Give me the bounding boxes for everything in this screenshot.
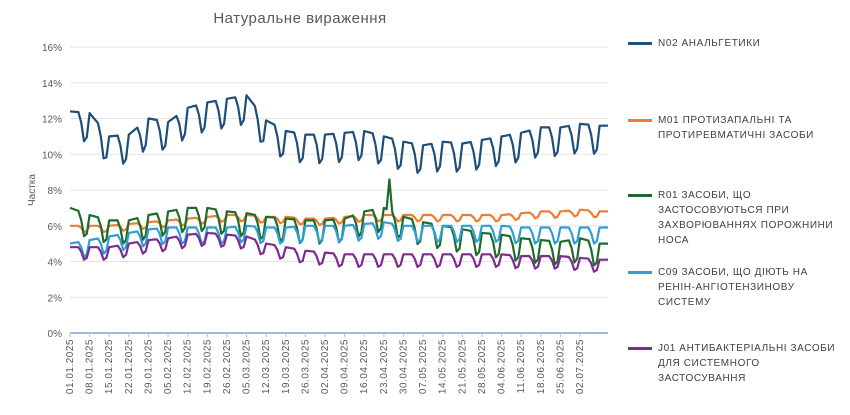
x-tick-label: 23.04.2025 xyxy=(379,339,390,394)
x-tick-label: 25.06.2025 xyxy=(555,339,566,394)
x-tick-label: 05.03.2025 xyxy=(242,339,253,394)
y-tick-label: 10% xyxy=(42,150,62,161)
x-tick-label: 08.01.2025 xyxy=(85,339,96,394)
x-tick-label: 16.04.2025 xyxy=(359,339,370,394)
series-line-c09 xyxy=(69,221,608,259)
legend-label: C09 ЗАСОБИ, ЩО ДІЮТЬ НА РЕНІН-АНГІОТЕНЗИ… xyxy=(658,267,808,308)
x-tick-label: 09.04.2025 xyxy=(340,339,351,394)
series-line-j01 xyxy=(70,231,608,273)
y-tick-label: 14% xyxy=(42,79,62,90)
x-tick-label: 02.07.2025 xyxy=(575,339,586,394)
x-tick-label: 12.03.2025 xyxy=(261,339,272,394)
x-tick-label: 30.04.2025 xyxy=(398,339,409,394)
x-tick-label: 04.06.2025 xyxy=(497,339,508,394)
x-tick-label: 19.02.2025 xyxy=(202,339,213,394)
x-tick-label: 02.04.2025 xyxy=(320,339,331,394)
x-tick-label: 01.01.2025 xyxy=(65,339,76,394)
x-tick-label: 14.05.2025 xyxy=(438,339,449,394)
x-tick-label: 15.01.2025 xyxy=(104,339,115,394)
x-tick-label: 21.05.2025 xyxy=(457,339,468,394)
x-tick-label: 05.02.2025 xyxy=(163,339,174,394)
y-tick-label: 8% xyxy=(48,186,63,197)
legend-item: J01 АНТИБАКТЕРІАЛЬНІ ЗАСОБИ ДЛЯ СИСТЕМНО… xyxy=(628,341,848,386)
y-tick-label: 4% xyxy=(48,258,63,269)
x-tick-label: 22.01.2025 xyxy=(124,339,135,394)
legend-swatch xyxy=(628,347,652,350)
legend-label: R01 ЗАСОБИ, ЩО ЗАСТОСОВУЮТЬСЯ ПРИ ЗАХВОР… xyxy=(658,190,834,246)
x-tick-label: 29.01.2025 xyxy=(143,339,154,394)
chart-legend: N02 АНАЛЬГЕТИКИ M01 ПРОТИЗАПАЛЬНІ ТА ПРОТ… xyxy=(628,0,850,415)
x-tick-label: 11.06.2025 xyxy=(516,339,527,393)
x-tick-label: 26.02.2025 xyxy=(222,339,233,394)
y-tick-label: 16% xyxy=(42,43,62,54)
legend-item: C09 ЗАСОБИ, ЩО ДІЮТЬ НА РЕНІН-АНГІОТЕНЗИ… xyxy=(628,265,848,310)
y-tick-label: 6% xyxy=(48,222,63,233)
legend-swatch xyxy=(628,194,652,197)
legend-swatch xyxy=(628,271,652,274)
legend-swatch xyxy=(628,119,652,122)
y-axis-label: Частка xyxy=(27,174,38,206)
y-tick-label: 0% xyxy=(48,329,63,340)
legend-item: M01 ПРОТИЗАПАЛЬНІ ТА ПРОТИРЕВМАТИЧНІ ЗАС… xyxy=(628,113,848,143)
x-tick-label: 28.05.2025 xyxy=(477,339,488,394)
y-tick-label: 12% xyxy=(42,115,62,126)
legend-label: N02 АНАЛЬГЕТИКИ xyxy=(658,38,761,49)
legend-label: M01 ПРОТИЗАПАЛЬНІ ТА ПРОТИРЕВМАТИЧНІ ЗАС… xyxy=(658,115,814,141)
series-line-n02 xyxy=(69,94,608,174)
x-tick-label: 19.03.2025 xyxy=(281,339,292,394)
x-tick-label: 07.05.2025 xyxy=(418,339,429,394)
x-tick-label: 12.02.2025 xyxy=(183,339,194,394)
chart-title: Натуральне вираження xyxy=(213,10,387,27)
legend-item: R01 ЗАСОБИ, ЩО ЗАСТОСОВУЮТЬСЯ ПРИ ЗАХВОР… xyxy=(628,188,848,248)
legend-swatch xyxy=(628,42,652,45)
legend-item: N02 АНАЛЬГЕТИКИ xyxy=(628,36,848,51)
legend-label: J01 АНТИБАКТЕРІАЛЬНІ ЗАСОБИ ДЛЯ СИСТЕМНО… xyxy=(658,343,836,384)
x-tick-label: 18.06.2025 xyxy=(536,339,547,394)
y-tick-label: 2% xyxy=(48,293,63,304)
x-tick-label: 26.03.2025 xyxy=(300,339,311,394)
